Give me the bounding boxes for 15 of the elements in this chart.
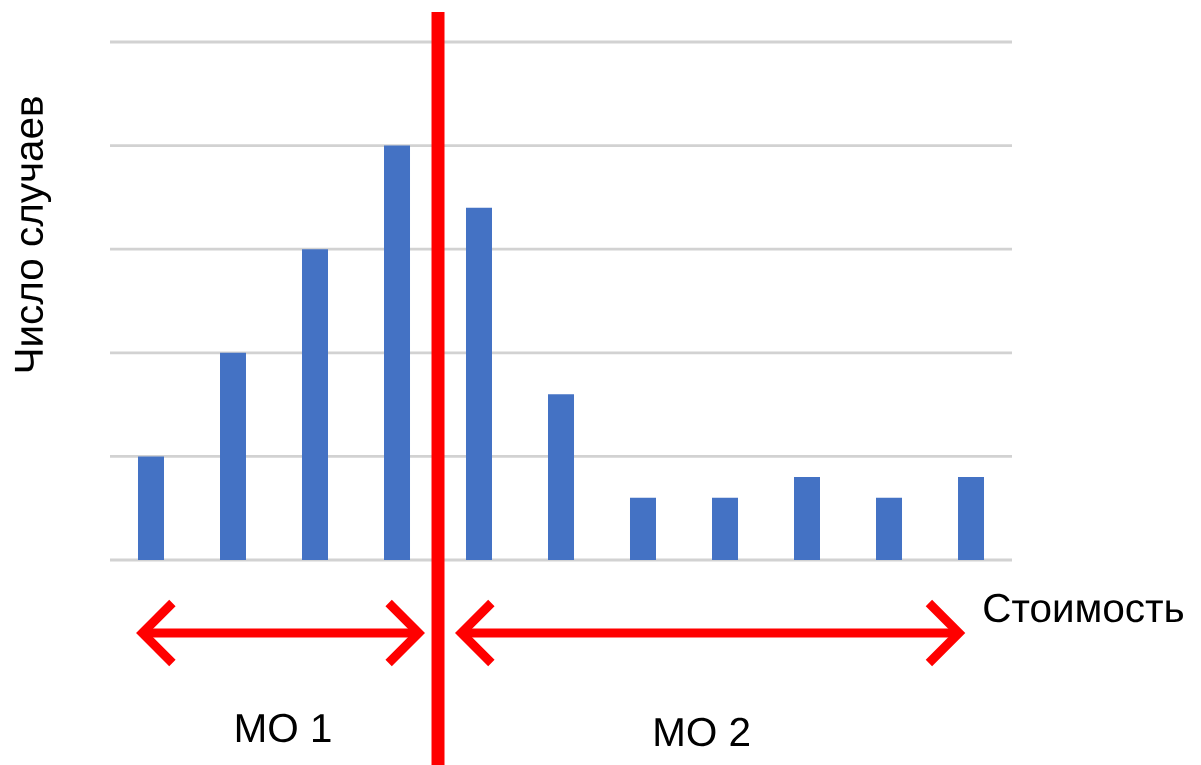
text: МО 1 [236, 713, 331, 743]
bar [302, 249, 328, 560]
bar [630, 497, 656, 560]
x-axis-title: Стоимость [984, 593, 1183, 623]
bar [876, 497, 903, 560]
y-axis-title: Число случаев [14, 97, 52, 372]
bar [794, 477, 820, 560]
bar [220, 352, 246, 560]
bar [384, 145, 411, 560]
text: МО 2 [655, 717, 749, 747]
bar [958, 477, 984, 560]
bar [138, 456, 164, 560]
bar [548, 394, 575, 560]
bar [466, 207, 492, 560]
bar [712, 497, 739, 560]
